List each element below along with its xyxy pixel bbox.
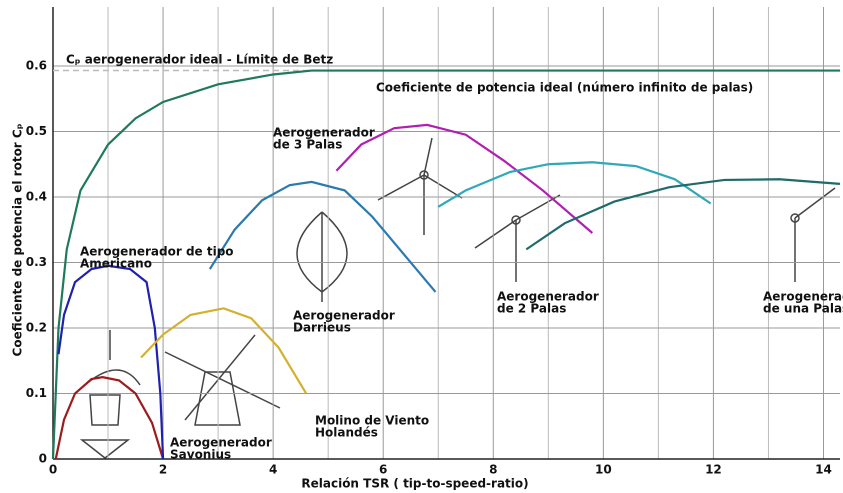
annotation: Aerogenerador [293,309,395,323]
annotation: de 3 Palas [273,138,342,152]
curve [208,180,437,293]
annotation: de 2 Palas [497,302,566,316]
y-tick-label: 0.2 [26,320,47,334]
y-tick-label: 0.1 [26,386,47,400]
annotation: Savonius [170,448,231,462]
y-axis-title: Coeficiente de potencia el rotor Cₚ [11,123,25,356]
x-tick-label: 2 [159,463,167,477]
x-tick-label: 10 [595,463,612,477]
curve [57,264,165,460]
curve [335,123,594,234]
x-tick-label: 6 [379,463,387,477]
x-tick-label: 8 [489,463,497,477]
curve [525,178,841,251]
x-tick-label: 12 [705,463,722,477]
annotation: Aerogenerador [497,290,599,304]
x-axis-title: Relación TSR ( tip-to-speed-ratio) [301,477,528,491]
curve [437,161,712,208]
y-tick-label: 0.4 [26,189,47,203]
x-tick-label: 14 [815,463,832,477]
curve [54,375,165,460]
annotation: Darrieus [293,321,351,335]
y-tick-label: 0.6 [26,58,47,72]
annotation: Aerogenerador [273,126,375,140]
y-tick-label: 0.3 [26,255,47,269]
annotation: Aerogenerador [170,436,272,450]
annotation: Americano [80,257,152,271]
y-tick-label: 0.5 [26,124,47,138]
annotation: Molino de Viento [315,414,429,428]
x-tick-label: 4 [269,463,277,477]
x-tick-label: 0 [49,463,57,477]
annotation: Coeficiente de potencia ideal (número in… [376,81,753,95]
curve [140,307,308,395]
annotation: Holandés [315,426,378,440]
annotation: Aerogenerador de tipo [80,245,234,259]
y-tick-label: 0 [39,452,47,466]
betz-label: Cₚ aerogenerador ideal - Límite de Betz [66,53,333,67]
annotation: Aerogenerador [763,290,843,304]
turbine-illustrations [79,137,836,459]
curve [51,69,840,460]
annotation: de una Palas [763,302,843,316]
